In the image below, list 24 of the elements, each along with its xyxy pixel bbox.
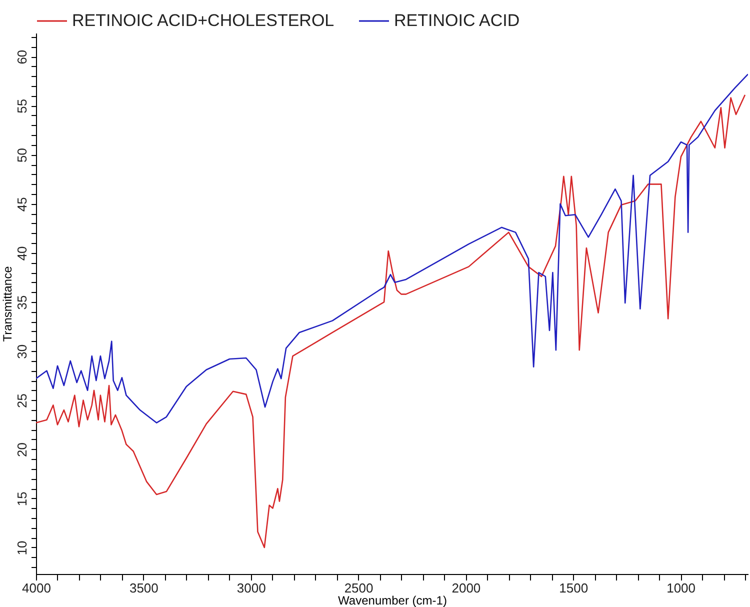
y-tick-label: 55 <box>14 98 30 114</box>
x-tick-label: 4000 <box>22 580 51 596</box>
y-tick-label: 60 <box>14 50 30 64</box>
x-tick-label: 2000 <box>452 580 481 596</box>
y-tick-label: 10 <box>14 540 30 556</box>
y-tick-label: 50 <box>14 148 30 162</box>
x-tick-label: 3000 <box>236 580 266 596</box>
line-series <box>36 94 746 548</box>
y-tick-label: 30 <box>14 344 30 359</box>
x-tick-label: 1500 <box>559 580 588 596</box>
y-tick-label: 15 <box>14 492 30 506</box>
x-axis-title: Wavenumber (cm-1) <box>338 594 447 607</box>
y-tick-label: 40 <box>14 246 30 261</box>
x-tick-label: 1000 <box>666 580 696 596</box>
y-tick-label: 35 <box>14 295 30 310</box>
line-series <box>36 74 748 424</box>
y-tick-label: 20 <box>14 442 30 458</box>
x-tick-label: 2500 <box>344 580 374 596</box>
x-tick-label: 3500 <box>129 580 158 596</box>
legend-label: RETINOIC ACID <box>394 11 520 30</box>
legend-label: RETINOIC ACID+CHOLESTEROL <box>72 11 334 30</box>
y-tick-label: 45 <box>14 197 30 212</box>
y-tick-label: 25 <box>14 393 30 408</box>
y-axis-title: Transmittance <box>0 266 14 342</box>
